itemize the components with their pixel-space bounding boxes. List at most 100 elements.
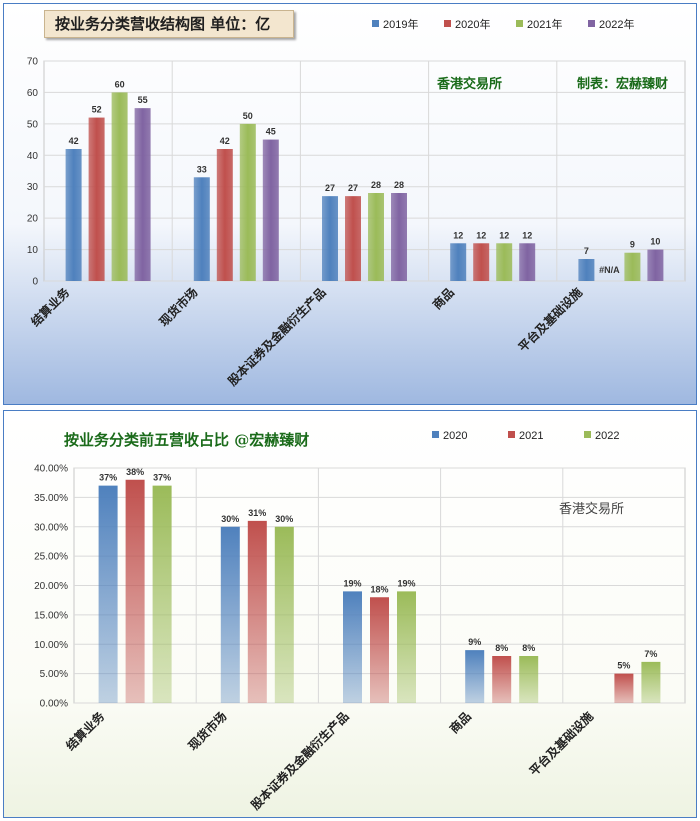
bar-2020年-结算业务	[88, 117, 105, 281]
bar-2019年-结算业务	[65, 149, 82, 281]
bar-2022年-商品	[519, 243, 536, 281]
bar-2021年-商品	[496, 243, 513, 281]
legend-swatch	[584, 431, 591, 438]
bar-2021-现货市场	[247, 520, 267, 703]
bar-2022年-结算业务	[134, 108, 151, 282]
category-label: 结算业务	[28, 284, 73, 329]
data-label: 9	[630, 240, 635, 250]
legend-entry: 2019年	[383, 17, 418, 31]
category-label: 股本证券及金融衍生产品	[225, 285, 329, 389]
data-label: 50	[243, 111, 253, 121]
legend-entry: 2021	[519, 430, 543, 442]
chart-annotation: 香港交易所	[436, 76, 502, 92]
bar-2021年-平台及基础设施	[624, 252, 641, 281]
y-tick-label: 40.00%	[34, 464, 68, 475]
category-label: 商品	[429, 285, 457, 313]
bar-2022-结算业务	[152, 485, 172, 703]
y-tick-label: 10.00%	[34, 640, 68, 651]
data-label: 12	[476, 230, 486, 240]
bar-2021-股本证券及金融衍生产品	[370, 597, 389, 703]
y-tick-label: 35.00%	[34, 493, 68, 504]
data-label: 30%	[221, 514, 239, 524]
bar-2021年-现货市场	[239, 123, 256, 281]
data-label: 12	[453, 230, 463, 240]
y-tick-label: 25.00%	[34, 552, 68, 563]
bar-2020年-股本证券及金融衍生产品	[345, 196, 361, 281]
data-label: #N/A	[599, 265, 620, 275]
revenue-share-chart-panel: 按业务分类前五营收占比 @宏赫臻财 0.00% 5.00% 10.00% 15.00%…	[3, 410, 697, 818]
chart-annotation: 香港交易所	[559, 501, 624, 517]
data-label: 33	[197, 164, 207, 174]
bar-2022-商品	[519, 656, 539, 703]
chart2-svg: 0.00% 5.00% 10.00% 15.00% 20.00% 25.00% 30.00%…	[34, 430, 686, 813]
category-label: 平台及基础设施	[515, 285, 585, 355]
chart2-title: 按业务分类前五营收占比 @宏赫臻财	[64, 431, 310, 449]
category-label: 股本证券及金融衍生产品	[248, 709, 352, 813]
data-label: 38%	[126, 467, 144, 477]
y-tick-label: 50	[27, 119, 39, 130]
data-label: 12	[522, 230, 532, 240]
data-label: 60	[115, 79, 125, 89]
y-tick-label: 5.00%	[40, 669, 68, 680]
data-label: 9%	[468, 637, 481, 647]
y-tick-label: 10	[27, 245, 39, 256]
legend-swatch	[372, 20, 379, 27]
category-label: 结算业务	[63, 708, 108, 753]
data-label: 37%	[99, 473, 117, 483]
category-label: 平台及基础设施	[526, 709, 596, 779]
data-label: 12	[499, 230, 509, 240]
legend-entry: 2022	[595, 430, 619, 442]
bar-2022年-股本证券及金融衍生产品	[391, 193, 407, 281]
bar-2022-现货市场	[274, 526, 294, 703]
data-label: 37%	[153, 473, 171, 483]
bar-2021-结算业务	[125, 479, 145, 703]
bar-2019年-平台及基础设施	[578, 259, 595, 281]
data-label: 8%	[522, 643, 535, 653]
data-label: 7	[584, 246, 589, 256]
data-label: 28	[394, 180, 404, 190]
data-label: 42	[69, 136, 79, 146]
data-label: 5%	[617, 661, 630, 671]
legend-swatch	[508, 431, 515, 438]
data-label: 31%	[248, 508, 266, 518]
bar-2022-平台及基础设施	[641, 661, 661, 703]
bar-2020-商品	[465, 650, 485, 703]
bar-2019年-商品	[450, 243, 467, 281]
bar-2021-平台及基础设施	[614, 673, 634, 703]
y-tick-label: 0	[32, 277, 38, 288]
legend-entry: 2020年	[455, 17, 490, 31]
data-label: 42	[220, 136, 230, 146]
legend-entry: 2021年	[527, 17, 562, 31]
y-tick-label: 40	[27, 151, 39, 162]
bar-2020年-现货市场	[216, 149, 233, 281]
bar-2022年-平台及基础设施	[647, 249, 664, 281]
legend-swatch	[516, 20, 523, 27]
y-tick-label: 30.00%	[34, 522, 68, 533]
legend-swatch	[588, 20, 595, 27]
legend-swatch	[432, 431, 439, 438]
data-label: 8%	[495, 643, 508, 653]
data-label: 55	[138, 95, 148, 105]
y-tick-label: 20	[27, 214, 39, 225]
y-tick-label: 20.00%	[34, 581, 68, 592]
bar-2022-股本证券及金融衍生产品	[397, 591, 416, 703]
data-label: 52	[92, 105, 102, 115]
bar-2020-现货市场	[220, 526, 240, 703]
legend-swatch	[444, 20, 451, 27]
y-tick-label: 15.00%	[34, 610, 68, 621]
bar-2021年-股本证券及金融衍生产品	[368, 193, 384, 281]
bar-2019年-股本证券及金融衍生产品	[322, 196, 338, 281]
data-label: 30%	[275, 514, 293, 524]
chart1-title: 按业务分类营收结构图 单位：亿	[44, 10, 294, 38]
y-tick-label: 60	[27, 88, 39, 99]
data-label: 7%	[644, 649, 657, 659]
y-tick-label: 70	[27, 57, 39, 68]
chart-annotation: 制表：宏赫臻财	[577, 76, 668, 92]
chart1-svg: 0 10 20 30 40 50 60 70 42 52 60 55 结算业务 33 42 50 45 现货市场 2…	[27, 17, 686, 389]
revenue-structure-chart-panel: 按业务分类营收结构图 单位：亿 0 10 20 30 40 50 60 70 42 52 60 55 结…	[3, 3, 697, 405]
bar-2021年-结算业务	[111, 92, 128, 281]
data-label: 28	[371, 180, 381, 190]
data-label: 19%	[397, 578, 415, 588]
data-label: 45	[266, 127, 276, 137]
bar-2020-结算业务	[98, 485, 118, 703]
